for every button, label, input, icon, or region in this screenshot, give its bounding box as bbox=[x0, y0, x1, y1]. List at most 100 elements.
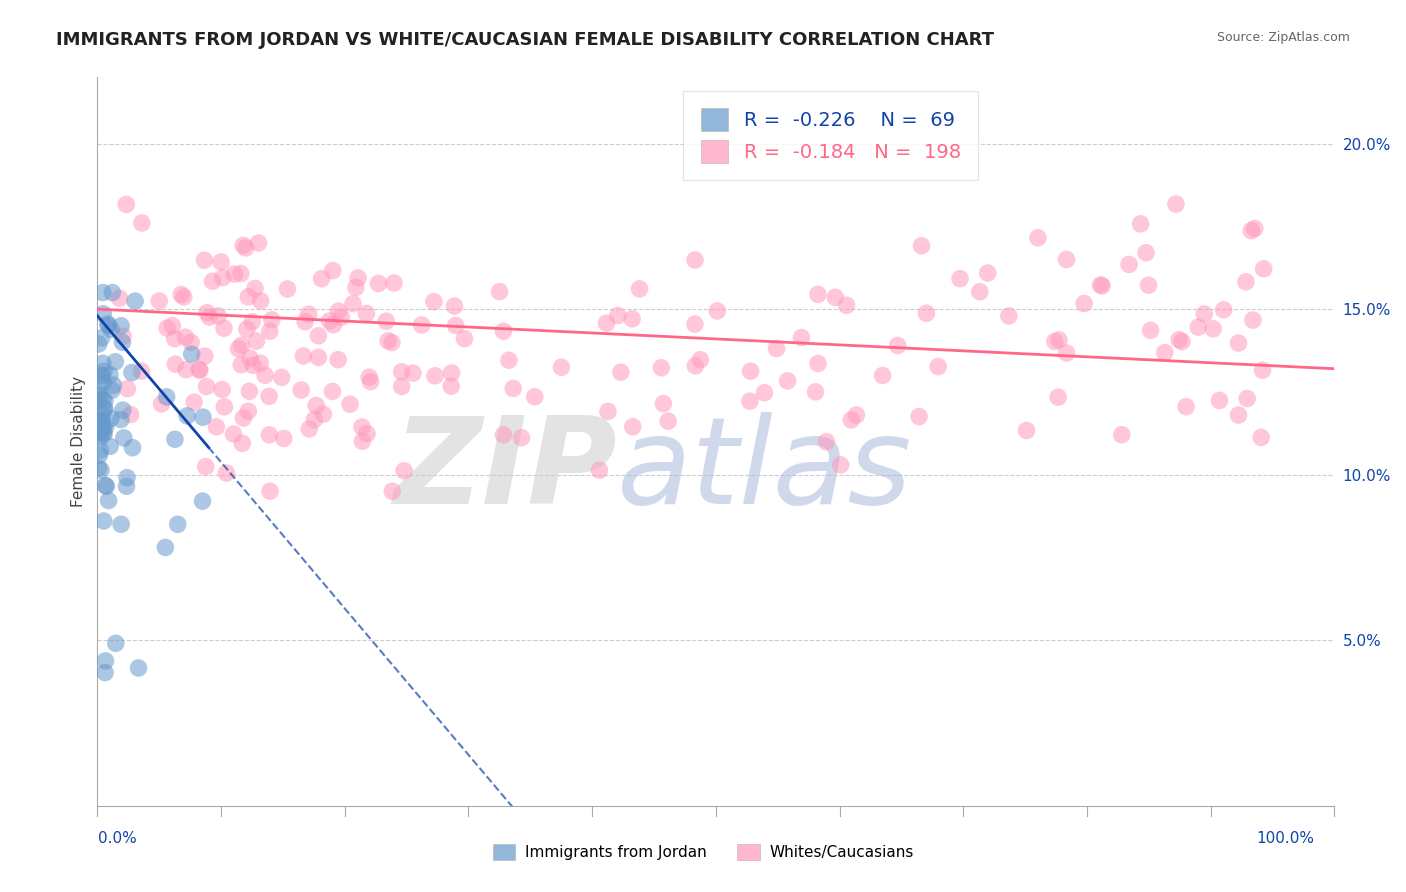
Point bbox=[356, 306, 378, 320]
Point bbox=[356, 426, 378, 441]
Point bbox=[111, 335, 134, 350]
Point bbox=[100, 411, 122, 425]
Point bbox=[621, 419, 644, 434]
Point bbox=[949, 271, 972, 285]
Point bbox=[87, 392, 110, 407]
Point bbox=[240, 315, 263, 329]
Point bbox=[87, 337, 110, 351]
Point bbox=[101, 285, 124, 300]
Point bbox=[1208, 393, 1230, 408]
Point bbox=[191, 494, 214, 508]
Point bbox=[94, 419, 117, 434]
Point bbox=[235, 241, 257, 255]
Point bbox=[176, 409, 198, 423]
Point bbox=[307, 351, 329, 365]
Point bbox=[1073, 296, 1095, 310]
Text: Source: ZipAtlas.com: Source: ZipAtlas.com bbox=[1216, 31, 1350, 45]
Point bbox=[224, 267, 246, 281]
Point bbox=[1253, 261, 1275, 276]
Point bbox=[115, 197, 138, 211]
Point bbox=[998, 309, 1021, 323]
Point bbox=[1015, 424, 1038, 438]
Point bbox=[231, 436, 253, 450]
Point bbox=[231, 358, 253, 372]
Point bbox=[91, 285, 114, 300]
Point bbox=[488, 285, 510, 299]
Point bbox=[294, 315, 316, 329]
Point bbox=[259, 484, 281, 499]
Point bbox=[121, 366, 143, 380]
Point bbox=[381, 484, 404, 499]
Point bbox=[377, 334, 399, 348]
Point bbox=[90, 463, 112, 477]
Point bbox=[97, 317, 120, 331]
Point bbox=[1139, 323, 1161, 337]
Point bbox=[977, 266, 1000, 280]
Text: IMMIGRANTS FROM JORDAN VS WHITE/CAUCASIAN FEMALE DISABILITY CORRELATION CHART: IMMIGRANTS FROM JORDAN VS WHITE/CAUCASIA… bbox=[56, 31, 994, 49]
Point bbox=[344, 280, 367, 294]
Point bbox=[163, 432, 186, 446]
Point bbox=[845, 408, 868, 422]
Point bbox=[1111, 427, 1133, 442]
Point bbox=[440, 366, 463, 380]
Point bbox=[260, 313, 283, 327]
Point bbox=[1251, 363, 1274, 377]
Point bbox=[209, 255, 232, 269]
Point bbox=[89, 416, 111, 430]
Point bbox=[96, 479, 118, 493]
Point bbox=[804, 384, 827, 399]
Point bbox=[90, 331, 112, 345]
Point bbox=[685, 359, 707, 373]
Point bbox=[628, 282, 651, 296]
Point bbox=[207, 309, 229, 323]
Point bbox=[492, 427, 515, 442]
Point bbox=[162, 318, 184, 333]
Point bbox=[173, 290, 195, 304]
Point bbox=[498, 353, 520, 368]
Point bbox=[232, 238, 254, 252]
Point bbox=[112, 329, 135, 343]
Point bbox=[908, 409, 931, 424]
Point bbox=[391, 365, 413, 379]
Point bbox=[245, 334, 267, 348]
Point bbox=[776, 374, 799, 388]
Point bbox=[381, 335, 404, 350]
Point bbox=[156, 321, 179, 335]
Point bbox=[1090, 277, 1112, 292]
Point bbox=[257, 389, 280, 403]
Point bbox=[166, 517, 188, 532]
Point bbox=[239, 351, 262, 366]
Point bbox=[97, 318, 120, 333]
Point bbox=[231, 338, 253, 352]
Point bbox=[103, 378, 125, 392]
Point bbox=[111, 403, 134, 417]
Point bbox=[194, 459, 217, 474]
Point bbox=[492, 324, 515, 338]
Point bbox=[1056, 346, 1078, 360]
Point bbox=[94, 654, 117, 668]
Point bbox=[90, 369, 112, 384]
Point bbox=[839, 413, 862, 427]
Point bbox=[174, 362, 197, 376]
Point bbox=[550, 360, 572, 375]
Point bbox=[89, 388, 111, 402]
Point bbox=[392, 464, 415, 478]
Point bbox=[212, 321, 235, 335]
Point bbox=[790, 330, 813, 344]
Point bbox=[1234, 275, 1257, 289]
Point bbox=[347, 271, 370, 285]
Point bbox=[1202, 322, 1225, 336]
Point bbox=[93, 364, 115, 378]
Point bbox=[100, 322, 122, 336]
Point bbox=[411, 318, 433, 332]
Point bbox=[155, 390, 177, 404]
Point bbox=[90, 430, 112, 444]
Point bbox=[330, 310, 353, 325]
Point bbox=[90, 368, 112, 383]
Point bbox=[706, 304, 728, 318]
Point bbox=[188, 363, 211, 377]
Point bbox=[211, 270, 233, 285]
Point bbox=[117, 382, 139, 396]
Point bbox=[131, 216, 153, 230]
Point bbox=[1135, 245, 1157, 260]
